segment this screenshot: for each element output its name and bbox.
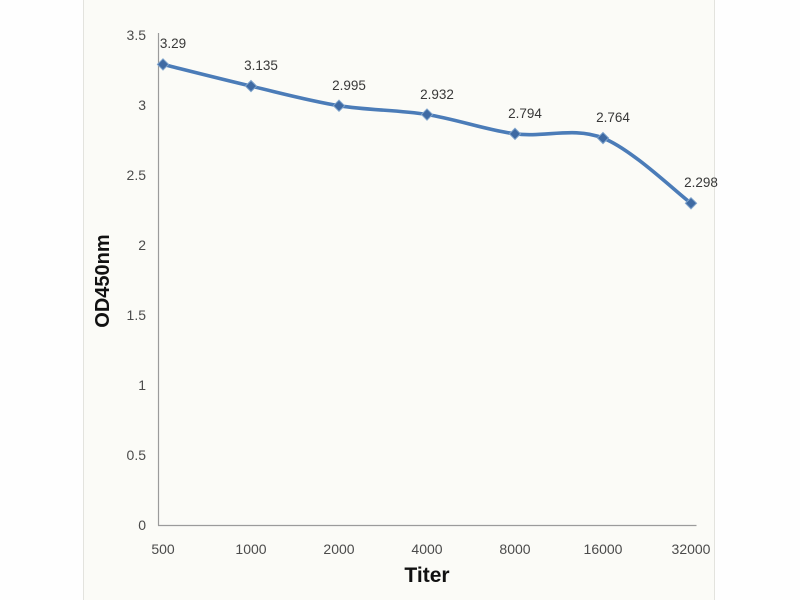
data-point-marker-1000 [244,79,258,93]
y-tick-label: 1 [138,377,146,393]
data-point-label: 2.764 [596,110,630,126]
od450-series-line [161,62,693,206]
x-tick-label: 4000 [411,541,443,557]
data-point-label: 2.794 [508,105,542,121]
x-tick-label: 32000 [671,541,711,557]
data-point-label: 3.29 [159,36,187,52]
x-tick-label: 8000 [499,541,531,557]
y-tick-label: 2 [138,237,146,253]
data-point-label: 2.932 [420,86,454,102]
data-point-label: 3.135 [244,58,278,74]
y-tick-label: 0 [138,517,146,533]
y-tick-label: 2.5 [126,167,146,183]
data-point-marker-500 [156,58,170,71]
data-point-marker-32000 [684,196,698,210]
y-tick-label: 0.5 [126,447,146,463]
x-tick-label: 500 [151,541,175,557]
data-point-marker-16000 [596,131,610,145]
y-tick-label: 1.5 [126,307,146,323]
x-axis-title: Titer [404,564,450,587]
axes [157,33,697,527]
y-tick-label: 3 [138,97,146,113]
x-tick-label: 2000 [323,541,355,557]
data-point-marker-4000 [420,108,434,121]
x-tick-label: 1000 [235,541,267,557]
series-line [161,62,693,206]
y-axis-title: OD450nm [92,234,114,328]
data-point-marker-2000 [332,99,346,113]
data-point-label: 2.995 [332,77,366,93]
data-point-markers [156,58,698,210]
data-point-marker-8000 [508,127,522,141]
x-tick-label: 16000 [583,541,623,557]
chart-panel [83,0,715,600]
y-tick-label: 3.5 [126,27,146,43]
data-point-label: 2.298 [684,175,718,191]
